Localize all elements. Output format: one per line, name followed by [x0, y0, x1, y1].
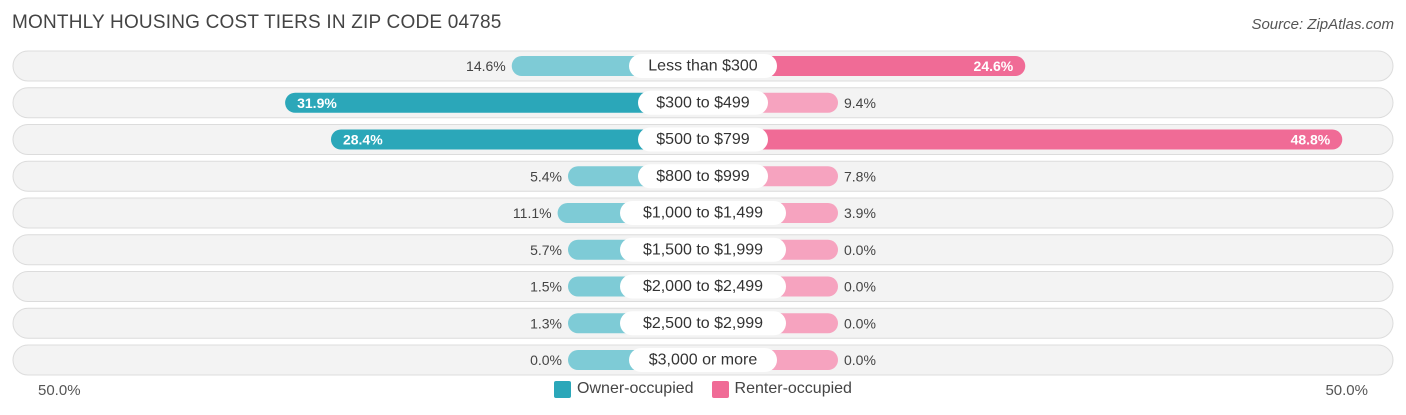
- chart-title: MONTHLY HOUSING COST TIERS IN ZIP CODE 0…: [12, 12, 502, 33]
- legend-item-owner[interactable]: Owner-occupied: [554, 380, 694, 398]
- bar-owner: [330, 129, 703, 150]
- legend-label-owner: Owner-occupied: [577, 380, 694, 397]
- category-label: $500 to $799: [656, 131, 750, 148]
- legend: Owner-occupied Renter-occupied: [0, 380, 1406, 398]
- value-label-owner: 5.4%: [530, 168, 562, 184]
- value-label-owner: 11.1%: [513, 205, 552, 221]
- legend-label-renter: Renter-occupied: [734, 380, 852, 397]
- category-pill: [620, 274, 786, 299]
- category-pill: [629, 54, 777, 78]
- value-label-owner: 1.5%: [530, 279, 562, 295]
- value-label-renter: 0.0%: [844, 279, 876, 295]
- value-label-owner: 28.4%: [343, 132, 383, 148]
- category-pill: [629, 348, 777, 372]
- category-label: $300 to $499: [656, 94, 750, 111]
- category-pill: [638, 90, 768, 115]
- value-label-owner: 0.0%: [530, 352, 562, 368]
- value-label-renter: 3.9%: [844, 205, 876, 221]
- value-label-owner: 31.9%: [297, 95, 337, 111]
- category-pill: [638, 127, 768, 152]
- bar-renter: [703, 56, 1026, 76]
- category-label: $1,500 to $1,999: [643, 241, 763, 258]
- value-label-renter: 0.0%: [844, 315, 876, 331]
- legend-swatch-owner: [554, 380, 572, 398]
- category-label: $1,000 to $1,499: [643, 205, 763, 222]
- axis-right-label: 50.0%: [1325, 382, 1368, 399]
- value-label-renter: 7.8%: [844, 168, 876, 184]
- legend-item-renter[interactable]: Renter-occupied: [711, 380, 852, 398]
- chart-source: Source: ZipAtlas.com: [1251, 16, 1394, 33]
- axis-left-label: 50.0%: [38, 382, 81, 399]
- value-label-renter: 9.4%: [844, 95, 876, 111]
- bar-renter: [703, 129, 1343, 150]
- category-label: $2,500 to $2,999: [643, 315, 763, 332]
- value-label-renter: 0.0%: [844, 352, 876, 368]
- category-label: $3,000 or more: [649, 352, 758, 369]
- category-pill: [620, 311, 786, 336]
- value-label-renter: 0.0%: [844, 242, 876, 258]
- value-label-owner: 1.3%: [530, 315, 562, 331]
- legend-swatch-renter: [711, 380, 729, 398]
- value-label-owner: 14.6%: [466, 58, 506, 74]
- category-label: Less than $300: [648, 58, 758, 75]
- bar-owner: [285, 92, 703, 113]
- value-label-renter: 24.6%: [974, 58, 1014, 74]
- category-label: $2,000 to $2,499: [643, 278, 763, 295]
- category-pill: [620, 201, 786, 225]
- category-pill: [620, 237, 786, 262]
- category-pill: [638, 164, 768, 189]
- value-label-renter: 48.8%: [1291, 132, 1331, 148]
- category-label: $800 to $999: [656, 168, 750, 185]
- chart-svg: 14.6% 24.6% Less than $300 31.9% 9.4% $300 to…: [12, 50, 1394, 376]
- value-label-owner: 5.7%: [530, 242, 562, 258]
